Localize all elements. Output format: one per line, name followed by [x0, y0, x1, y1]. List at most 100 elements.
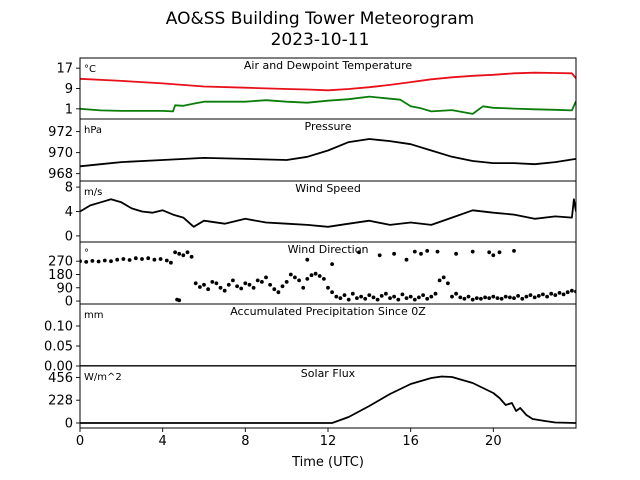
panel-5-ytick-label-2: 456	[48, 371, 73, 386]
panel-3-point-69	[392, 294, 396, 299]
panel-3-point-83	[450, 294, 454, 299]
panel-3-point-15	[169, 260, 173, 265]
panel-0-ytick-label-2: 17	[56, 62, 73, 77]
panel-0-series-dewpoint	[80, 95, 576, 115]
panel-3-point-84	[454, 291, 458, 296]
panel-3-point-123	[419, 251, 423, 256]
panel-3-point-57	[342, 293, 347, 297]
panel-3-point-7	[121, 257, 126, 261]
panel-3-point-28	[222, 288, 227, 293]
panel-3-point-89	[474, 296, 479, 300]
panel-3-point-14	[164, 258, 169, 263]
panel-3-point-1	[84, 260, 89, 264]
panel-3-point-53	[326, 285, 330, 290]
panel-3-point-32	[239, 286, 244, 291]
panel-3-point-5	[109, 259, 113, 264]
panel-3-point-6	[115, 257, 120, 262]
panel-3-ytick-label-1: 90	[56, 281, 73, 296]
panel-3-point-71	[400, 292, 405, 297]
panel-3-point-91	[483, 295, 487, 300]
panel-3-point-87	[466, 294, 471, 299]
panel-3-point-109	[557, 291, 562, 295]
panel-3-point-80	[437, 278, 442, 283]
panel-2-ytick-label-1: 4	[65, 205, 73, 220]
panel-2-ytick-label-2: 8	[65, 181, 73, 196]
panel-3-point-64	[371, 295, 376, 300]
panel-3-point-31	[235, 284, 240, 289]
x-axis: 0 4 8 12 16 20	[76, 428, 502, 449]
panel-3-point-93	[491, 294, 496, 299]
panel-3-point-54	[330, 290, 334, 295]
panel-2-title: Wind Speed	[295, 182, 361, 195]
panel-5-ytick-label-1: 228	[48, 394, 73, 409]
panel-3-point-88	[470, 297, 475, 302]
panel-3-point-22	[198, 285, 202, 289]
panel-3-point-86	[462, 296, 467, 301]
panel-3-point-103	[532, 295, 537, 300]
panel-3-point-19	[185, 250, 190, 255]
panel-2-ytick-label-0: 0	[65, 229, 73, 244]
panel-3-point-36	[255, 278, 260, 283]
panel-3-ytick-label-0: 0	[65, 295, 73, 310]
panel-3-point-79	[433, 291, 438, 296]
panel-3-point-16	[173, 250, 178, 255]
panel-3-point-127	[470, 249, 475, 254]
x-axis-label: Time (UTC)	[291, 455, 364, 470]
panel-3-point-61	[359, 294, 363, 299]
panel-3-point-17	[177, 251, 182, 256]
panel-3-point-33	[243, 281, 248, 286]
panel-3-point-38	[264, 275, 268, 280]
panel-3-point-78	[429, 294, 434, 299]
panel-5-ytick-label-0: 0	[65, 417, 73, 432]
panel-3-point-122	[412, 249, 417, 254]
panel-3-title: Wind Direction	[288, 243, 369, 256]
panel-3-point-51	[317, 274, 322, 278]
panel-3-point-125	[435, 249, 440, 254]
panel-3-point-100	[520, 296, 525, 301]
panel-4-ytick-label-2: 0.10	[44, 320, 73, 335]
panel-3-point-96	[503, 294, 508, 299]
x-tick-label-2: 8	[241, 434, 249, 449]
panel-3-point-70	[396, 297, 401, 302]
panel-3-point-92	[487, 296, 492, 300]
panel-3-point-115	[177, 298, 182, 303]
x-tick-label-4: 16	[402, 434, 419, 449]
panel-3-point-102	[528, 293, 533, 297]
panel-2-unit: m/s	[84, 187, 102, 198]
panel-3-point-18	[181, 253, 186, 258]
panel-3-point-12	[152, 257, 157, 262]
panel-1-ytick-label-1: 970	[48, 146, 73, 161]
panel-2-series-wind_speed	[80, 198, 576, 228]
chart-title: AO&SS Building Tower Meteorogram	[166, 9, 474, 29]
panel-3-point-124	[425, 249, 430, 253]
panel-1-title: Pressure	[305, 120, 352, 133]
panel-3-point-67	[384, 291, 388, 296]
panel-3-point-60	[355, 296, 359, 300]
panel-3-unit: °	[84, 248, 89, 259]
panel-3-point-45	[293, 275, 297, 280]
panel-1-ytick-label-0: 968	[48, 167, 73, 182]
panel-3-point-41	[276, 290, 281, 295]
panel-3-point-62	[363, 296, 368, 301]
panel-3-point-108	[553, 293, 558, 297]
panel-3-point-128	[487, 250, 492, 255]
x-tick-label-3: 12	[320, 434, 337, 449]
panel-3-point-13	[158, 257, 163, 261]
panels-group: 1 9 17 °C Air and Dewpoint Temperature 968 970…	[44, 57, 577, 432]
panel-1-unit: hPa	[84, 125, 102, 136]
panel-3-point-59	[350, 291, 355, 296]
panel-3-point-101	[524, 294, 529, 299]
panel-3-point-2	[90, 259, 95, 263]
panel-3-point-68	[388, 296, 392, 300]
panel-3-point-34	[247, 282, 252, 287]
panel-3-point-74	[412, 297, 417, 302]
panel-3-point-55	[334, 294, 339, 299]
panel-0-ytick-label-1: 9	[65, 82, 73, 97]
panel-3-point-75	[417, 295, 421, 300]
panel-3-point-104	[536, 294, 541, 298]
panel-3-point-129	[491, 253, 496, 258]
panel-3-point-106	[545, 294, 549, 299]
panel-3-point-43	[284, 280, 289, 284]
panel-3-point-9	[133, 256, 138, 261]
